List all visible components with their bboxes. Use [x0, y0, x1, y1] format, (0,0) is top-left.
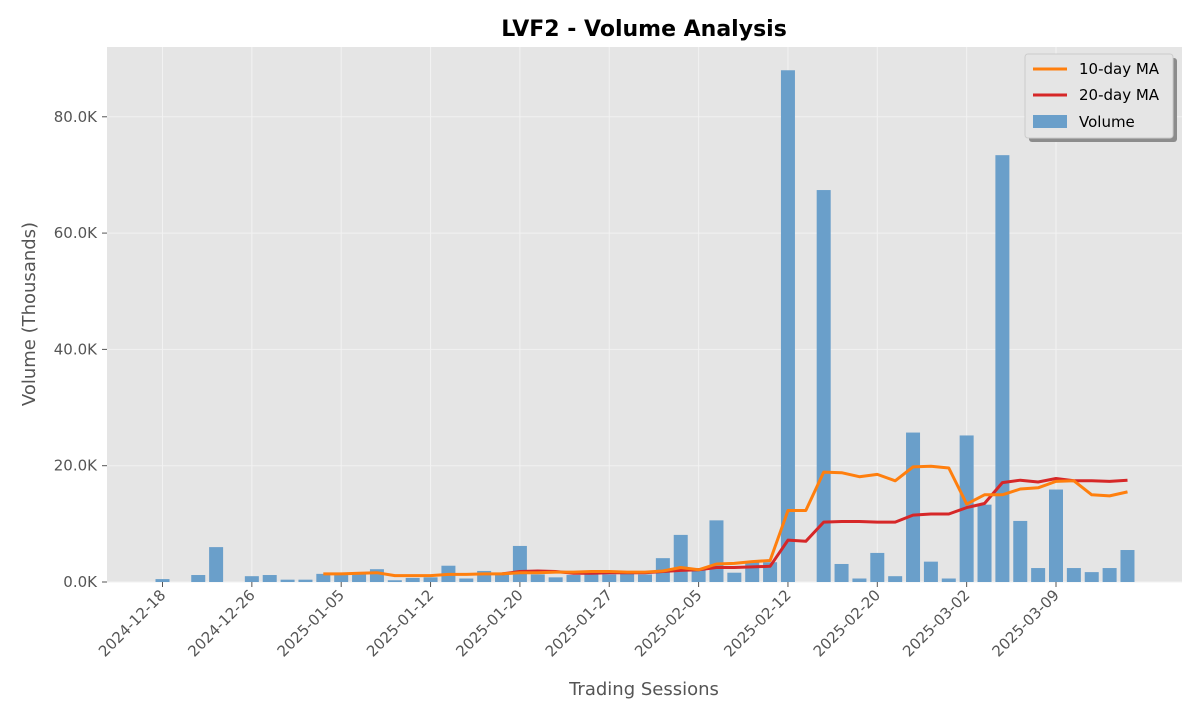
x-tick-label: 2025-02-12 — [720, 586, 794, 660]
volume-bar — [155, 579, 170, 582]
volume-bar — [906, 432, 921, 582]
volume-bar — [548, 577, 563, 582]
volume-bar — [280, 579, 295, 582]
volume-bar — [512, 545, 527, 582]
y-axis-label: Volume (Thousands) — [19, 222, 40, 406]
legend-label-ma10: 10-day MA — [1079, 60, 1160, 78]
y-axis-ticks: 0.0K 20.0K 40.0K 60.0K 80.0K — [54, 108, 107, 591]
volume-bar — [637, 574, 652, 582]
volume-bar — [1031, 568, 1046, 582]
y-tick-label: 40.0K — [54, 340, 98, 358]
x-tick-label: 2025-02-20 — [810, 586, 884, 660]
volume-bar — [995, 155, 1010, 583]
volume-bar — [673, 534, 688, 582]
y-tick-label: 0.0K — [63, 573, 98, 591]
volume-bar — [387, 580, 402, 582]
volume-bar — [244, 576, 259, 582]
volume-bar — [530, 574, 545, 582]
legend-label-volume: Volume — [1079, 113, 1135, 131]
volume-bar — [977, 504, 992, 582]
volume-bar — [1013, 520, 1028, 582]
volume-bar — [566, 575, 581, 582]
volume-bar — [423, 577, 438, 582]
x-tick-label: 2024-12-26 — [184, 586, 258, 660]
volume-bar — [584, 573, 599, 582]
plot-area — [107, 47, 1182, 582]
volume-bar — [459, 578, 474, 582]
volume-bar — [709, 520, 724, 582]
x-tick-label: 2025-01-12 — [363, 586, 437, 660]
legend: 10-day MA 20-day MA Volume — [1024, 53, 1177, 142]
volume-bar — [334, 575, 349, 582]
x-tick-label: 2025-01-05 — [274, 586, 348, 660]
x-tick-label: 2025-03-09 — [988, 586, 1062, 660]
y-tick-label: 20.0K — [54, 457, 98, 475]
volume-bar — [941, 578, 956, 582]
volume-bar — [352, 574, 367, 582]
ma10-line — [323, 464, 1128, 578]
volume-bar — [923, 561, 938, 582]
volume-bar — [834, 563, 849, 582]
volume-bar — [727, 572, 742, 582]
x-tick-label: 2024-12-18 — [95, 586, 169, 660]
y-tick-label: 80.0K — [54, 108, 98, 126]
legend-swatch-volume — [1033, 115, 1067, 128]
volume-bar — [1049, 489, 1063, 582]
volume-bar — [191, 575, 206, 582]
x-axis-ticks: 2024-12-18 2024-12-26 2025-01-05 2025-01-12… — [95, 582, 1063, 660]
volume-bar — [1102, 568, 1117, 582]
volume-bar — [602, 574, 617, 582]
volume-bar — [405, 577, 420, 582]
volume-bar — [298, 579, 313, 582]
x-tick-label: 2025-03-02 — [899, 586, 973, 660]
volume-bar — [1066, 568, 1081, 582]
volume-bar — [745, 561, 760, 582]
x-tick-label: 2025-01-20 — [452, 586, 526, 660]
legend-label-ma20: 20-day MA — [1079, 86, 1160, 104]
volume-bar — [262, 575, 277, 582]
x-tick-label: 2025-01-27 — [542, 586, 616, 660]
volume-bar — [495, 573, 510, 582]
x-axis-label: Trading Sessions — [568, 679, 719, 700]
volume-bar — [620, 573, 635, 582]
volume-bar — [477, 570, 492, 582]
y-tick-label: 60.0K — [54, 224, 98, 242]
volume-bar — [1084, 572, 1099, 582]
x-tick-label: 2025-02-05 — [631, 586, 705, 660]
volume-bar — [316, 573, 331, 582]
volume-bar — [1120, 550, 1135, 582]
volume-bar — [691, 568, 706, 582]
volume-bar — [816, 190, 831, 582]
volume-bar — [369, 569, 384, 582]
volume-bar — [870, 552, 885, 582]
volume-bar — [888, 576, 903, 582]
chart-title: LVF2 - Volume Analysis — [501, 17, 787, 42]
volume-bar — [780, 70, 795, 583]
volume-bar — [852, 578, 867, 582]
volume-bar — [209, 547, 224, 582]
moving-average-lines — [323, 464, 1128, 578]
